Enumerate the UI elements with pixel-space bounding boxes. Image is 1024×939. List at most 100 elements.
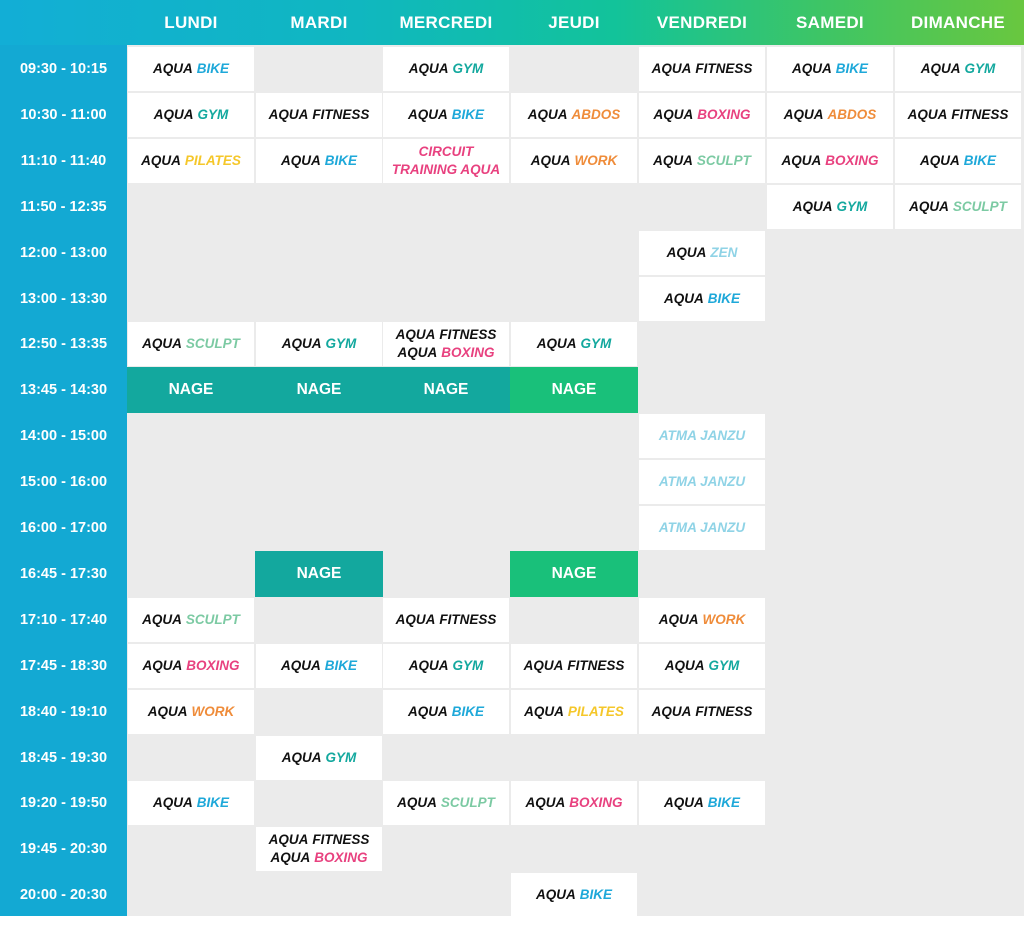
class-name-line: AQUA SCULPT — [653, 152, 751, 170]
class-name-line: AQUA GYM — [793, 198, 868, 216]
class-name-line: AQUA GYM — [665, 657, 740, 675]
class-cell: AQUA ZEN — [639, 230, 765, 275]
class-name-line: AQUA BIKE — [792, 60, 868, 78]
class-name-line: AQUA BOXING — [270, 849, 367, 867]
class-name-line: AQUA FITNESS — [269, 831, 370, 849]
class-cell: ATMA JANZU — [639, 506, 765, 550]
nage-cell: NAGE — [382, 367, 510, 414]
class-prefix: AQUA — [536, 336, 577, 352]
class-type: ABDOS — [827, 106, 877, 122]
class-cell: AQUA ABDOS — [511, 92, 637, 137]
class-name-line: NAGE — [169, 381, 214, 399]
class-cell: AQUA BIKE — [895, 138, 1021, 183]
class-cell: AQUA FITNESS — [383, 597, 509, 642]
class-name-line: AQUA SCULPT — [142, 611, 240, 629]
class-prefix: AQUA — [281, 749, 322, 765]
class-name-line: AQUA GYM — [921, 60, 996, 78]
class-cell: ATMA JANZU — [639, 414, 765, 459]
class-type: TRAINING AQUA — [391, 161, 501, 177]
class-type: BIKE — [707, 795, 740, 811]
class-name-line: AQUA SCULPT — [397, 794, 495, 812]
day-header-mardi: MARDI — [290, 12, 348, 32]
class-type: FITNESS — [439, 327, 497, 343]
class-name-line: AQUA WORK — [531, 152, 618, 170]
class-type: SCULPT — [440, 795, 495, 811]
weekly-schedule: LUNDI MARDI MERCREDI JEUDI VENDREDI SAME… — [0, 0, 1024, 918]
class-prefix: AQUA — [268, 106, 309, 122]
class-prefix: AQUA — [653, 106, 694, 122]
class-type: NAGE — [551, 564, 597, 582]
class-name-line: AQUA BIKE — [408, 703, 484, 721]
class-type: PILATES — [567, 703, 624, 719]
class-prefix: AQUA — [407, 703, 448, 719]
class-type: ATMA JANZU — [658, 520, 746, 535]
class-name-line: AQUA FITNESS — [908, 106, 1009, 124]
class-cell: AQUA BIKE — [128, 47, 254, 91]
class-cell: AQUA PILATES — [511, 689, 637, 734]
class-type: NAGE — [551, 381, 597, 399]
nage-cell: NAGE — [510, 367, 638, 414]
class-name-line: CIRCUIT — [419, 143, 474, 161]
class-prefix: AQUA — [395, 611, 436, 627]
class-type: SCULPT — [185, 336, 240, 352]
class-name-line: AQUA ABDOS — [528, 106, 621, 124]
time-slot-label: 20:00 - 20:30 — [19, 887, 108, 904]
class-name-line: AQUA WORK — [148, 703, 235, 721]
class-type: GYM — [836, 198, 868, 214]
class-prefix: AQUA — [666, 244, 707, 260]
class-name-line: AQUA BIKE — [281, 152, 357, 170]
class-prefix: AQUA — [280, 152, 321, 168]
class-prefix: AQUA — [651, 703, 692, 719]
class-type: GYM — [197, 106, 229, 122]
class-cell: AQUA GYM — [256, 322, 382, 367]
class-type: NAGE — [296, 564, 342, 582]
class-type: FITNESS — [312, 832, 370, 848]
class-cell: AQUA BIKE — [639, 276, 765, 321]
class-name-line: AQUA BIKE — [664, 290, 740, 308]
class-name-line: AQUA GYM — [409, 657, 484, 675]
class-name-line: AQUA WORK — [659, 611, 746, 629]
class-name-line: AQUA FITNESS — [396, 326, 497, 344]
class-prefix: AQUA — [142, 336, 182, 352]
class-cell: AQUA WORK — [639, 597, 765, 642]
class-type: WORK — [702, 611, 746, 627]
class-prefix: AQUA — [397, 795, 437, 811]
class-type: SCULPT — [952, 198, 1007, 214]
class-type: NAGE — [168, 381, 214, 399]
class-prefix: AQUA — [919, 152, 960, 168]
class-cell: AQUA FITNESS — [511, 643, 637, 688]
class-type: GYM — [325, 336, 357, 352]
class-type: GYM — [452, 657, 484, 673]
class-type: BIKE — [324, 152, 357, 168]
class-prefix: AQUA — [524, 703, 564, 719]
day-header-vendredi: VENDREDI — [656, 12, 748, 32]
class-type: SCULPT — [696, 152, 751, 168]
class-name-line: AQUA PILATES — [141, 152, 241, 170]
class-cell: AQUA GYM — [383, 643, 509, 688]
class-name-line: AQUA FITNESS — [269, 106, 370, 124]
class-cell: AQUA BOXING — [511, 781, 637, 826]
class-type: FITNESS — [567, 657, 625, 673]
class-cell: AQUA GYM — [383, 47, 509, 91]
day-header-row: LUNDI MARDI MERCREDI JEUDI VENDREDI SAME… — [0, 0, 1024, 45]
class-type: FITNESS — [439, 611, 497, 627]
class-prefix: AQUA — [280, 657, 321, 673]
class-prefix: AQUA — [408, 657, 449, 673]
class-prefix: AQUA — [781, 152, 822, 168]
class-type: GYM — [964, 61, 996, 76]
class-cell: AQUA FITNESS AQUA BOXING — [256, 827, 382, 872]
class-type: NAGE — [423, 381, 469, 399]
class-type: NAGE — [296, 381, 342, 399]
class-name-line: AQUA BIKE — [408, 106, 484, 124]
class-prefix: AQUA — [791, 61, 832, 76]
class-prefix: AQUA — [525, 795, 566, 811]
class-name-line: AQUA BOXING — [781, 152, 878, 170]
time-slot-label: 10:30 - 11:00 — [20, 106, 107, 123]
class-cell: AQUA BOXING — [639, 92, 765, 137]
class-cell: AQUA BIKE — [383, 92, 509, 137]
class-name-line: AQUA BOXING — [142, 657, 239, 675]
class-type: FITNESS — [695, 703, 753, 719]
day-header-jeudi: JEUDI — [548, 12, 600, 32]
time-slot-label: 17:45 - 18:30 — [19, 657, 108, 674]
class-name-line: AQUA FITNESS — [396, 611, 497, 629]
